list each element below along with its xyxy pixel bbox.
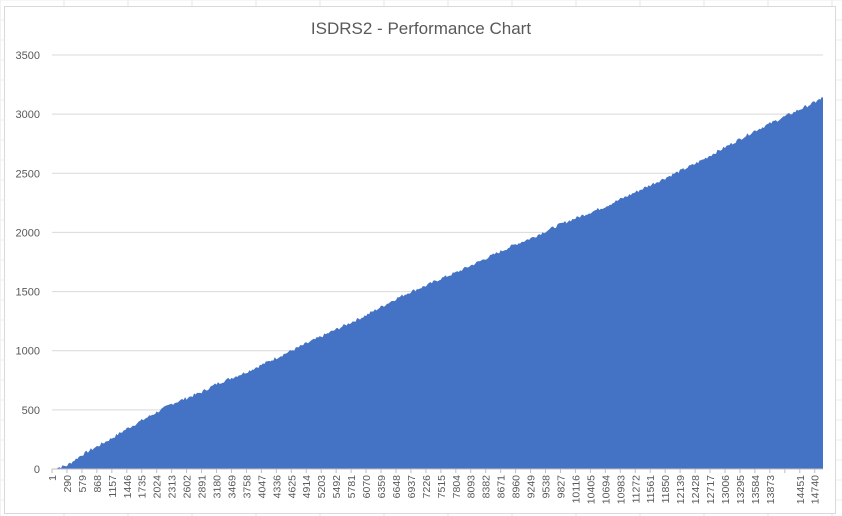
x-tick-label: 11272 [630,475,642,504]
x-tick-label: 10405 [585,475,597,504]
x-tick-label: 12428 [690,475,702,504]
y-tick-label: 1500 [16,287,40,299]
x-tick-label: 7226 [421,475,433,499]
y-tick-label: 2500 [16,168,40,180]
x-tick-label: 8093 [466,475,478,499]
x-tick-label: 10116 [570,475,582,504]
x-tick-label: 3758 [241,475,253,499]
x-tick-label: 11561 [645,475,657,504]
x-tick-label: 7515 [436,475,448,499]
x-tick-label: 6359 [376,475,388,499]
x-tick-label: 1446 [122,475,134,499]
x-tick-label: 7804 [451,475,463,499]
x-tick-label: 579 [77,475,89,493]
x-tick-label: 14451 [795,475,807,504]
x-tick-label: 12717 [705,475,717,504]
x-tick-label: 13006 [720,475,732,504]
x-tick-label: 4336 [271,475,283,499]
x-tick-label: 11850 [660,475,672,504]
x-tick-label: 14740 [810,475,822,504]
x-tick-label: 3469 [227,475,239,499]
x-tick-label: 6648 [391,475,403,499]
x-tick-label: 2602 [182,475,194,499]
x-tick-label: 5203 [316,475,328,499]
y-axis-labels: 0 500 1000 1500 2000 2500 3000 3500 [16,50,40,476]
x-tick-label: 4047 [256,475,268,499]
x-tick-label: 8382 [481,475,493,499]
x-tick-label: 9249 [526,475,538,499]
x-tick-label: 5492 [331,475,343,499]
x-tick-label: 10694 [600,475,612,504]
x-tick-label: 868 [92,475,104,493]
x-tick-label: 8671 [496,475,508,499]
x-tick-label: 4914 [301,475,313,499]
x-tick-label: 10983 [615,475,627,504]
x-tick-label: 8960 [511,475,523,499]
x-axis-ticks [51,469,816,473]
x-tick-label: 2024 [152,475,164,499]
x-tick-label: 5781 [346,475,358,499]
x-tick-label: 2891 [197,475,209,499]
x-tick-label: 4625 [286,475,298,499]
x-tick-label: 9538 [541,475,553,499]
x-tick-label: 13584 [750,475,762,504]
y-tick-label: 3500 [16,50,40,62]
x-tick-label: 6070 [361,475,373,499]
y-tick-label: 500 [22,405,40,417]
y-tick-label: 1000 [16,346,40,358]
x-tick-label: 2313 [167,475,179,499]
series-area [52,97,823,469]
x-tick-label: 13295 [735,475,747,504]
x-tick-label: 6937 [406,475,418,499]
x-tick-label: 3180 [212,475,224,499]
x-tick-label: 290 [62,475,74,493]
x-tick-label: 1735 [137,475,149,499]
chart-title: ISDRS2 - Performance Chart [311,19,531,38]
x-tick-label: 9827 [556,475,568,499]
x-tick-label: 12139 [675,475,687,504]
y-tick-label: 3000 [16,109,40,121]
x-tick-label: 1157 [107,475,119,498]
x-tick-label: 1 [47,475,59,481]
y-tick-label: 2000 [16,227,40,239]
y-tick-label: 0 [34,464,40,476]
x-axis-labels: 1 290 579 868 1157 1446 1735 2024 2313 2602 2891 31… [47,475,822,504]
x-tick-label: 13873 [765,475,777,504]
